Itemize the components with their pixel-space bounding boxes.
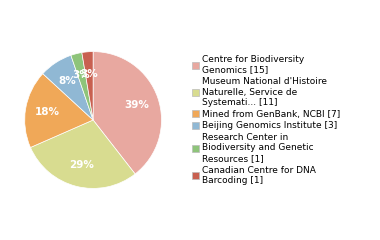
Text: 3%: 3% bbox=[81, 69, 98, 79]
Text: 18%: 18% bbox=[35, 107, 60, 117]
Text: 29%: 29% bbox=[69, 160, 94, 170]
Wedge shape bbox=[71, 53, 93, 120]
Text: 8%: 8% bbox=[59, 76, 76, 86]
Text: 3%: 3% bbox=[73, 70, 90, 80]
Legend: Centre for Biodiversity
Genomics [15], Museum National d'Histoire
Naturelle, Ser: Centre for Biodiversity Genomics [15], M… bbox=[192, 55, 341, 185]
Wedge shape bbox=[43, 55, 93, 120]
Wedge shape bbox=[82, 52, 93, 120]
Text: 39%: 39% bbox=[125, 100, 149, 110]
Wedge shape bbox=[25, 74, 93, 147]
Wedge shape bbox=[30, 120, 135, 188]
Wedge shape bbox=[93, 52, 162, 174]
